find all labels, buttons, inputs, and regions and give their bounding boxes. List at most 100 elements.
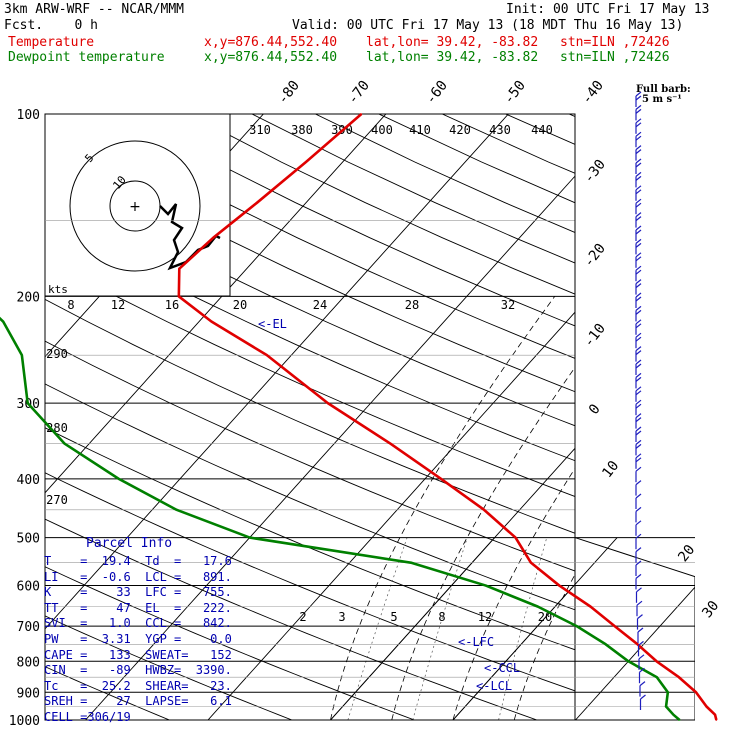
mixing-ratio-label: 20 <box>233 298 247 312</box>
dewpoint-point <box>672 713 675 716</box>
pressure-tick-label: 100 <box>17 108 40 123</box>
dewpoint-point <box>410 561 412 564</box>
isotherm-ext <box>330 537 496 720</box>
wind-barb-flag <box>635 292 642 298</box>
wind-barb-flag <box>635 212 642 218</box>
wind-barb-flag <box>635 229 642 235</box>
dewpoint-point <box>117 478 120 480</box>
isotherm-ext <box>698 538 740 720</box>
parcel-info-row: SREH = 27 LAPSE= 6.1 <box>44 694 232 709</box>
dewpoint-point <box>26 402 29 404</box>
moist-adiabat <box>698 296 740 720</box>
dewpoint-point <box>665 705 667 708</box>
theta-label: 310 <box>249 123 271 137</box>
wind-barb-flag <box>635 372 642 378</box>
temperature-point <box>514 536 517 539</box>
temperature-point <box>613 625 616 627</box>
isotherm-label: -60 <box>423 78 451 108</box>
wind-barb-flag <box>635 323 642 329</box>
wind-barb-flag <box>635 145 642 151</box>
temperature-point <box>327 402 329 404</box>
mixing-ratio-label-lower: 12 <box>478 610 492 624</box>
wind-barb-flag <box>635 443 642 449</box>
wind-barb-flag <box>635 426 642 432</box>
temperature-latlon: lat,lon= 39.42, -83.82 <box>366 35 539 50</box>
pressure-tick-label: 200 <box>17 290 40 305</box>
wind-barb-flag <box>637 614 643 620</box>
parcel-info-panel: Parcel Info T = 19.4 Td = 17.6 LI = -0.6 … <box>44 536 232 732</box>
wind-barb-flag <box>635 252 642 258</box>
wind-barb-flag <box>635 573 642 579</box>
theta-label: 420 <box>449 123 471 137</box>
isotherm-label: 30 <box>699 598 722 621</box>
temperature-point <box>360 113 363 115</box>
wind-barb-flag <box>635 453 642 459</box>
temperature-point <box>636 643 639 646</box>
temperature-point <box>305 161 307 163</box>
parcel-info-title: Parcel Info <box>86 536 173 551</box>
wind-barb-flag <box>636 587 642 593</box>
wind-barb-flag <box>635 149 642 155</box>
isotherm-ext <box>452 537 618 720</box>
wind-barb-flag <box>635 417 642 423</box>
mixing-ratio-line <box>498 537 548 720</box>
level-annotation: <-EL <box>258 317 287 331</box>
dewpoint-point <box>175 509 178 511</box>
wind-barb-flag <box>635 520 642 526</box>
lower-frame <box>574 537 695 720</box>
wind-barb-flag <box>635 122 642 128</box>
wind-barb-flag <box>635 350 642 356</box>
temperature-point <box>655 660 658 663</box>
theta-label-left: 280 <box>46 421 68 435</box>
wind-barb-flag <box>635 189 642 195</box>
wind-barb-flag <box>635 108 642 114</box>
dewpoint-point <box>604 643 607 646</box>
isotherm-ext <box>575 586 695 720</box>
parcel-info-row: T = 19.4 Td = 17.6 <box>44 554 232 568</box>
wind-barb-flag <box>635 91 642 97</box>
wind-barb-flag <box>635 202 642 208</box>
wind-barb-flag <box>635 506 642 512</box>
temperature-legend: Temperature <box>8 35 95 50</box>
mixing-ratio-label-lower: 3 <box>338 610 345 624</box>
temperature-point <box>483 509 485 511</box>
wind-barb-flag <box>635 162 642 168</box>
moist-adiabat <box>576 296 740 720</box>
parcel-info-row: CAPE = 133 SWEAT= 152 <box>44 647 232 662</box>
mixing-ratio-label: 16 <box>165 298 179 312</box>
wind-barb-flag <box>635 256 642 262</box>
pressure-tick-label: 900 <box>17 686 40 701</box>
wind-barb-flag <box>635 118 642 124</box>
isotherm-label: -80 <box>275 78 303 108</box>
pressure-tick-label: 800 <box>17 655 40 670</box>
wind-barb-flag <box>635 225 642 231</box>
mixing-ratio-label: 8 <box>67 298 74 312</box>
pressure-tick-label: 500 <box>17 532 40 547</box>
wind-barb-flag <box>636 600 643 606</box>
temperature-point <box>715 719 718 721</box>
wind-barb-flag <box>635 185 642 191</box>
theta-label: 430 <box>489 123 511 137</box>
wind-barb-flag <box>635 95 642 101</box>
temperature-station: stn=ILN ,72426 <box>560 35 670 50</box>
temperature-point <box>678 676 680 679</box>
dry-adiabat <box>315 114 575 233</box>
wind-barb-flag <box>635 242 642 248</box>
wind-barb-flag <box>635 466 642 472</box>
wind-barbs <box>635 91 646 710</box>
isotherm-label: -40 <box>579 78 607 108</box>
temperature-point <box>558 584 561 587</box>
temperature-point <box>530 561 532 564</box>
mixing-ratio-label: 24 <box>313 298 327 312</box>
isotherm-label: -20 <box>581 241 609 271</box>
wind-barb-flag <box>635 283 642 289</box>
pressure-tick-label: 600 <box>17 580 40 595</box>
wind-barb-flag <box>639 681 646 687</box>
lower-grid-lines <box>330 537 740 720</box>
dewpoint-latlon: lat,lon= 39.42, -83.82 <box>366 50 539 65</box>
wind-barb-flag <box>635 386 642 392</box>
wind-barb-flag <box>640 694 646 700</box>
init-time: Init: 00 UTC Fri 17 May 13 <box>506 2 710 17</box>
dewpoint-point <box>575 625 578 627</box>
barb-legend-unit: 5 m s⁻¹ <box>642 94 682 105</box>
